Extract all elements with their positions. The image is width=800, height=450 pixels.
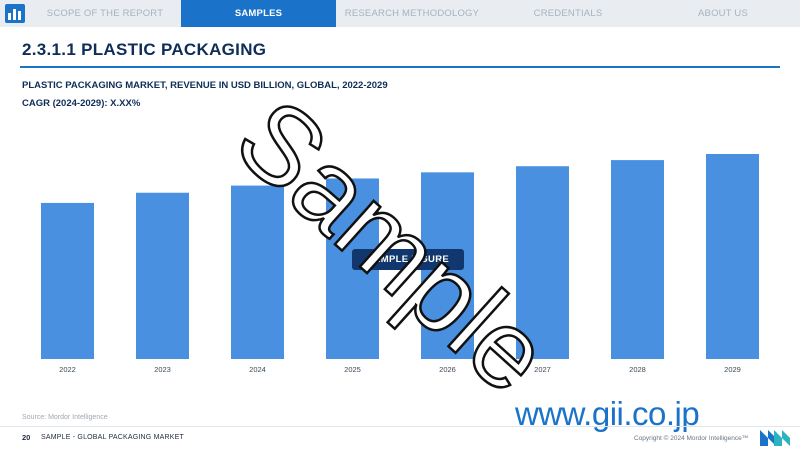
bar-2029 xyxy=(706,153,759,359)
source-note: Source: Mordor Intelligence xyxy=(22,414,108,421)
sample-figure-badge: SAMPLE FIGURE xyxy=(352,249,464,270)
x-tick-label-2022: 2022 xyxy=(59,365,76,374)
tab-research-methodology[interactable]: RESEARCH METHODOLOGY xyxy=(344,8,480,19)
x-tick-label-2023: 2023 xyxy=(154,365,171,374)
page-title: 2.3.1.1 PLASTIC PACKAGING xyxy=(22,40,267,59)
title-divider xyxy=(20,66,780,68)
top-nav: SCOPE OF THE REPORT SAMPLES RESEARCH MET… xyxy=(0,0,800,27)
bar-2028 xyxy=(611,160,664,359)
tab-samples[interactable]: SAMPLES xyxy=(181,0,336,27)
footer-report-name: SAMPLE - GLOBAL PACKAGING MARKET xyxy=(41,434,184,441)
x-tick-label-2029: 2029 xyxy=(724,365,741,374)
x-tick-label-2026: 2026 xyxy=(439,365,456,374)
gii-url[interactable]: www.gii.co.jp xyxy=(515,395,700,432)
tab-about-us[interactable]: ABOUT US xyxy=(698,8,748,19)
bar-2024 xyxy=(231,185,284,359)
x-tick-label-2024: 2024 xyxy=(249,365,266,374)
copyright-text: Copyright © 2024 Mordor Intelligence™ xyxy=(634,435,749,442)
cagr-label: CAGR (2024-2029): X.XX% xyxy=(22,98,141,109)
chart-title: PLASTIC PACKAGING MARKET, REVENUE IN USD… xyxy=(22,80,388,91)
bar-2023 xyxy=(136,192,189,359)
bar-2027 xyxy=(516,166,569,359)
x-tick-label-2027: 2027 xyxy=(534,365,551,374)
tab-credentials[interactable]: CREDENTIALS xyxy=(533,8,603,19)
tab-scope-of-the-report[interactable]: SCOPE OF THE REPORT xyxy=(46,8,164,19)
footer-divider xyxy=(0,426,800,427)
x-tick-label-2028: 2028 xyxy=(629,365,646,374)
report-logo-icon[interactable] xyxy=(4,3,26,24)
x-tick-label-2025: 2025 xyxy=(344,365,361,374)
mordor-logo-icon xyxy=(760,430,790,446)
page-number: 20 xyxy=(22,433,31,442)
bar-2022 xyxy=(41,202,94,359)
